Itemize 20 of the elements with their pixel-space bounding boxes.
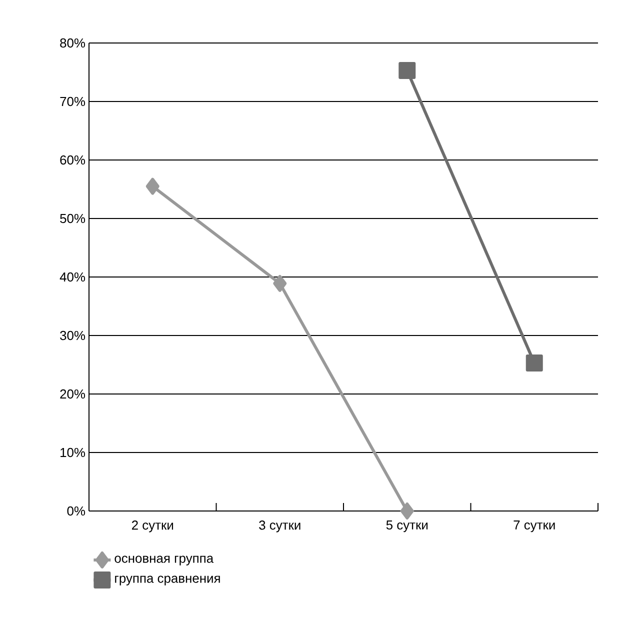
x-tick-label: 2 сутки: [132, 520, 174, 532]
y-tick-label: 50%: [60, 214, 86, 224]
legend-label: группа сравнения: [115, 576, 220, 586]
point: [146, 178, 160, 195]
y-tick-label: 30%: [60, 330, 86, 340]
y-tick-label: 20%: [60, 389, 86, 399]
point: [398, 62, 416, 79]
x-tick-label: 7 сутки: [514, 520, 555, 532]
point: [526, 354, 543, 372]
legend-label: основная группа: [114, 556, 214, 566]
y-tick-label: 0%: [67, 506, 86, 516]
y-tick-label: 40%: [60, 272, 86, 282]
point: [400, 502, 414, 520]
y-tick-label: 60%: [60, 155, 86, 165]
x-tick-label: 5 сутки: [386, 520, 428, 532]
y-tick-label: 10%: [60, 448, 86, 458]
y-tick-label: 70%: [60, 96, 86, 106]
point: [273, 274, 287, 292]
y-tick-label: 80%: [60, 38, 86, 48]
x-tick-label: 3 сутки: [259, 520, 300, 532]
